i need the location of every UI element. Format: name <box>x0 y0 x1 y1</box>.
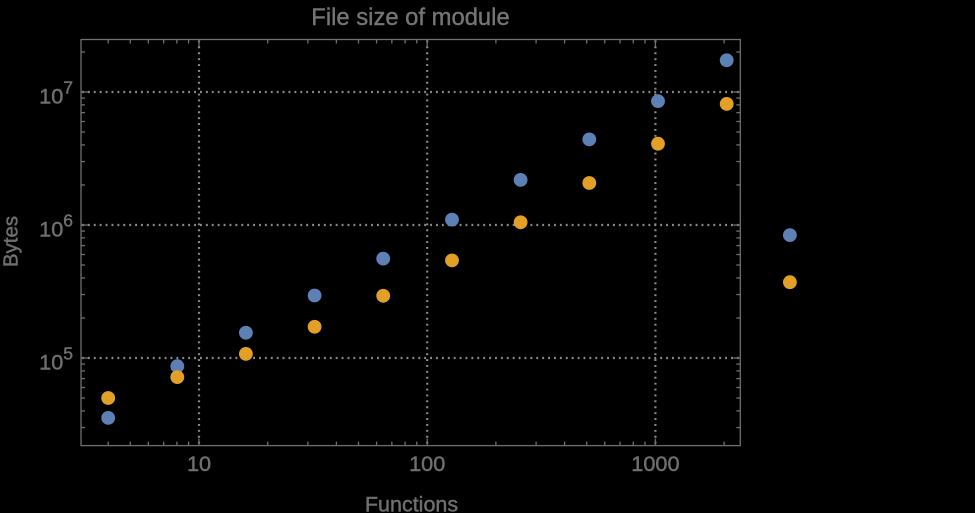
svg-text:Bytes: Bytes <box>0 216 23 267</box>
svg-text:107: 107 <box>39 77 73 108</box>
svg-text:106: 106 <box>39 210 73 241</box>
svg-text:Functions: Functions <box>365 492 458 513</box>
svg-text:105: 105 <box>39 343 73 374</box>
svg-text:1000: 1000 <box>631 451 679 476</box>
svg-text:File size of module: File size of module <box>311 4 509 31</box>
svg-text:10: 10 <box>187 451 211 476</box>
svg-text:100: 100 <box>409 451 445 476</box>
